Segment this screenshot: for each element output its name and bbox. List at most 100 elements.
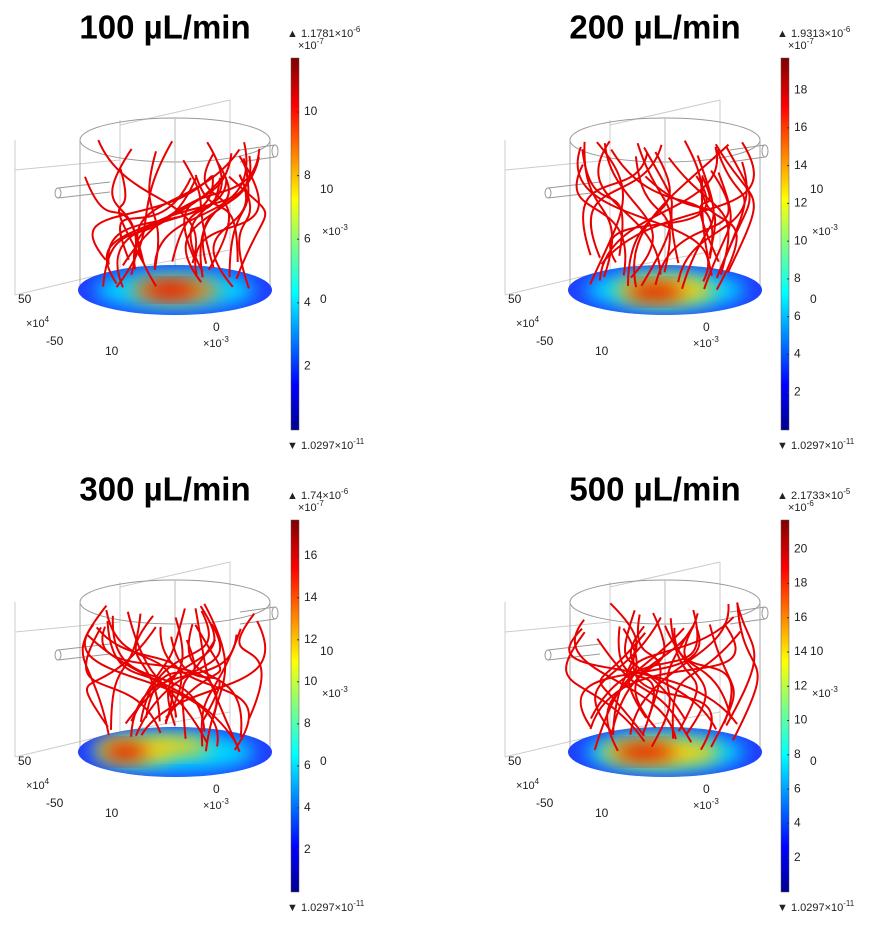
- axis-label: 10: [595, 344, 609, 358]
- streamline: [134, 623, 222, 737]
- colorbar-max: ▲ 1.9313×10-6: [777, 25, 851, 40]
- axis-label: 10: [320, 182, 334, 196]
- axis-label: 50: [508, 292, 522, 306]
- streamline: [623, 609, 687, 721]
- mantissa: ×10: [322, 688, 341, 700]
- colorbar-tick-label: 2: [304, 359, 311, 373]
- colorbar: [780, 519, 790, 893]
- streamline: [589, 141, 625, 285]
- streamline: [671, 630, 742, 739]
- colorbar-tick-label: 2: [794, 850, 801, 864]
- axis-label: 10: [105, 344, 119, 358]
- colorbar-tick-label: 10: [304, 674, 318, 688]
- mantissa: ×10: [26, 318, 45, 330]
- axis-label: 10: [105, 806, 119, 820]
- streamline: [81, 604, 110, 736]
- streamline: [650, 626, 694, 748]
- streamline: [117, 168, 145, 264]
- exponent: 4: [45, 315, 50, 324]
- colorbar-min: ▼ 1.0297×10-11: [287, 899, 365, 914]
- axis-unit: ×104: [26, 777, 50, 792]
- axis-label: 0: [320, 754, 327, 768]
- streamline: [683, 140, 713, 276]
- colorbar-tick-label: 4: [304, 800, 311, 814]
- axis-unit: ×10-3: [203, 335, 229, 350]
- colorbar-scale: ×10-7: [298, 499, 324, 514]
- streamline: [194, 174, 239, 263]
- exponent: 4: [45, 777, 50, 786]
- colorbar-tick-label: 16: [794, 610, 808, 624]
- outlet-end: [761, 606, 769, 620]
- exponent: -11: [843, 437, 855, 446]
- mantissa: 1.0297×10: [791, 440, 843, 452]
- colorbar-min: ▼ 1.0297×10-11: [287, 437, 365, 452]
- heatmap: [95, 270, 255, 310]
- streamline: [593, 627, 685, 751]
- axis-unit: ×10-3: [693, 797, 719, 812]
- streamline: [594, 617, 662, 736]
- heatmap-spot: [615, 744, 675, 760]
- streamline: [633, 143, 730, 288]
- heatmap-spot: [103, 744, 147, 760]
- streamline: [139, 610, 210, 723]
- colorbar-max: ▲ 2.1733×10-5: [777, 487, 851, 502]
- axis-label: 10: [595, 806, 609, 820]
- exponent: -11: [353, 437, 365, 446]
- streamline: [589, 144, 663, 259]
- colorbar-tick-label: 6: [794, 781, 801, 795]
- colorbar-tick-label: 8: [794, 271, 801, 285]
- axis-label: 50: [18, 292, 32, 306]
- axis-unit: ×10-3: [203, 797, 229, 812]
- outlet-pipe: [729, 144, 766, 163]
- mantissa: 1.0297×10: [301, 440, 353, 452]
- exponent: -7: [807, 37, 815, 46]
- mantissa: 1.1781×10: [301, 28, 353, 40]
- axis-label: 50: [18, 754, 32, 768]
- streamline: [732, 602, 759, 741]
- frame-line: [14, 159, 121, 171]
- mantissa: 1.74×10: [301, 490, 341, 502]
- marker: ▼: [777, 902, 791, 914]
- axis-label: 0: [810, 754, 817, 768]
- streamline: [725, 602, 756, 726]
- colorbar-min: ▼ 1.0297×10-11: [777, 899, 855, 914]
- streamline: [136, 148, 241, 287]
- axis-label: -50: [536, 796, 554, 810]
- streamline: [644, 175, 717, 256]
- streamline: [575, 164, 627, 276]
- axis-unit: ×104: [516, 315, 540, 330]
- streamline: [609, 602, 638, 735]
- colorbar-tick-label: 14: [794, 158, 808, 172]
- exponent: -3: [831, 223, 839, 232]
- colorbar-tick-label: 6: [794, 309, 801, 323]
- streamline: [576, 146, 710, 282]
- axis-unit: ×10-3: [322, 685, 348, 700]
- mantissa: 1.0297×10: [791, 902, 843, 914]
- streamline: [182, 159, 215, 268]
- panel-title: 200 µL/min: [569, 9, 740, 46]
- mantissa: ×10: [203, 800, 222, 812]
- frame-line: [119, 99, 231, 126]
- colorbar-tick-label: 8: [304, 168, 311, 182]
- streamline: [110, 613, 142, 730]
- heatmap: [585, 732, 745, 772]
- axis-unit: ×104: [26, 315, 50, 330]
- colorbar-tick-label: 14: [794, 644, 808, 658]
- mantissa: ×10: [26, 780, 45, 792]
- axis-label: -50: [46, 334, 64, 348]
- exponent: -3: [831, 685, 839, 694]
- marker: ▲: [287, 490, 301, 502]
- streamline: [596, 638, 693, 743]
- mantissa: ×10: [788, 40, 807, 52]
- colorbar-max: ▲ 1.74×10-6: [287, 487, 349, 502]
- exponent: 4: [535, 777, 540, 786]
- streamline: [667, 157, 730, 275]
- colorbar-tick-label: 4: [794, 347, 801, 361]
- streamline: [183, 148, 261, 261]
- streamline: [140, 620, 267, 736]
- streamline: [184, 156, 260, 283]
- streamline: [703, 172, 732, 290]
